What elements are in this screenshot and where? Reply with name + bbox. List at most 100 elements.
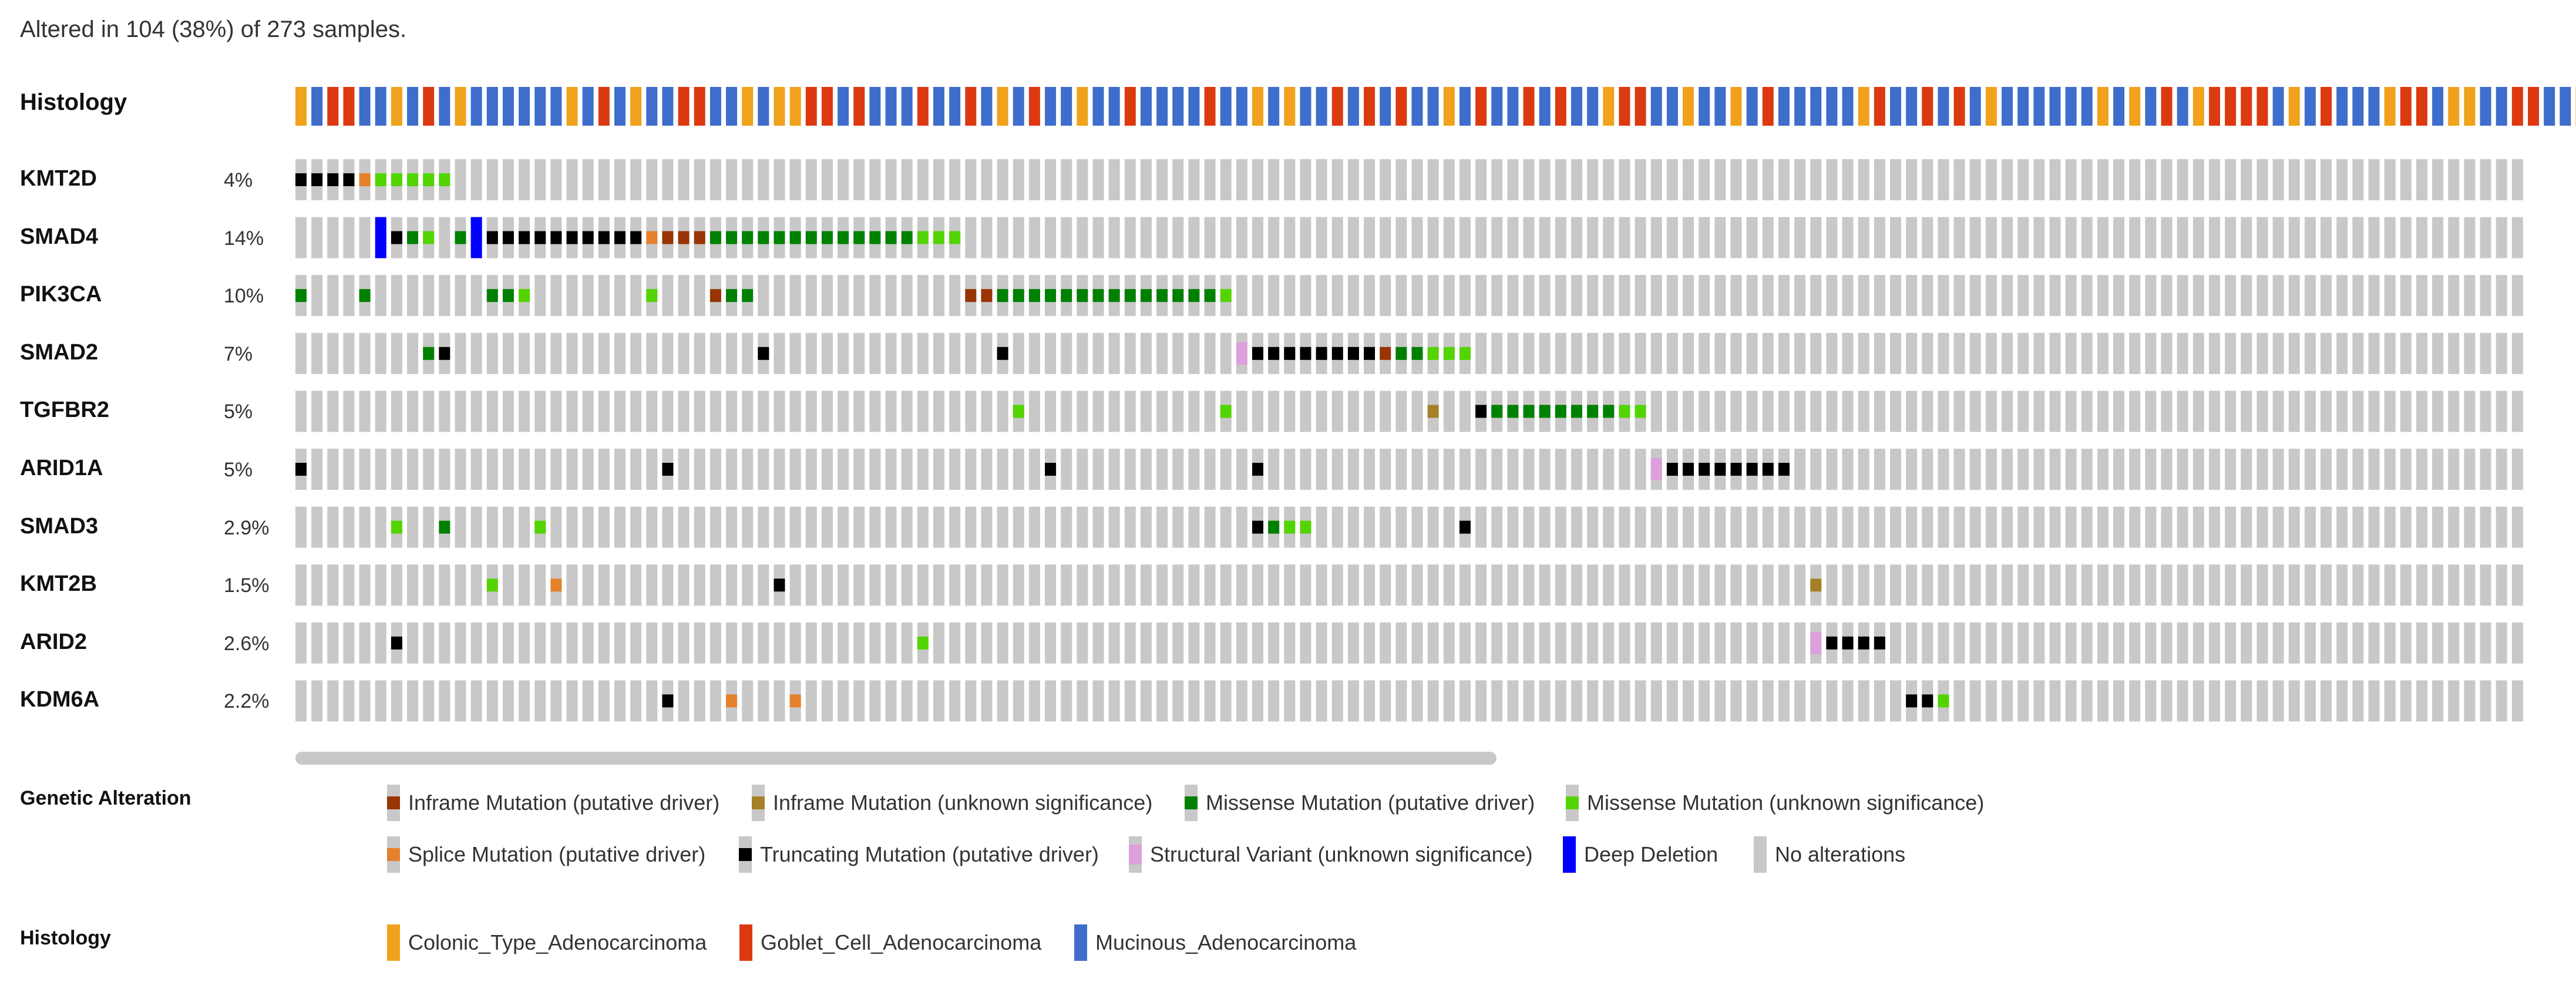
no-alteration-cell — [2480, 506, 2491, 548]
legend-item-label: Inframe Mutation (unknown significance) — [773, 791, 1153, 815]
no-alteration-cell — [838, 564, 849, 606]
no-alteration-cell — [1156, 159, 1168, 200]
no-alteration-cell — [1842, 391, 1854, 432]
no-alteration-cell — [1284, 391, 1296, 432]
no-alteration-cell — [1555, 506, 1566, 548]
no-alteration-cell — [949, 159, 961, 200]
no-alteration-cell — [1077, 622, 1088, 664]
no-alteration-cell — [1746, 622, 1758, 664]
no-alteration-cell — [662, 332, 674, 374]
mutation-cell — [519, 289, 530, 302]
no-alteration-cell — [1156, 217, 1168, 258]
no-alteration-cell — [2336, 622, 2348, 664]
no-alteration-cell — [1411, 449, 1423, 490]
no-alteration-cell — [2113, 680, 2125, 722]
no-alteration-cell — [2033, 680, 2045, 722]
no-alteration-cell — [1268, 564, 1280, 606]
no-alteration-cell — [997, 622, 1008, 664]
no-alteration-cell — [1969, 622, 1981, 664]
no-alteration-cell — [1794, 506, 1806, 548]
no-alteration-cell — [885, 564, 897, 606]
no-alteration-cell — [1810, 449, 1822, 490]
no-alteration-cell — [614, 622, 625, 664]
no-alteration-cell — [486, 449, 498, 490]
no-alteration-cell — [1587, 680, 1599, 722]
histology-cell — [2241, 87, 2252, 126]
no-alteration-cell — [1300, 564, 1311, 606]
no-alteration-cell — [917, 332, 929, 374]
no-alteration-cell — [2129, 391, 2141, 432]
no-alteration-cell — [1842, 275, 1854, 317]
no-alteration-cell — [949, 391, 961, 432]
no-alteration-cell — [502, 449, 514, 490]
mutation-cell — [838, 231, 849, 244]
legend-swatch-icon — [739, 924, 752, 961]
mutation-cell — [1220, 289, 1232, 302]
mutation-cell — [502, 289, 514, 302]
no-alteration-cell — [2192, 564, 2204, 606]
no-alteration-cell — [853, 391, 865, 432]
no-alteration-cell — [1762, 275, 1774, 317]
no-alteration-cell — [1300, 159, 1311, 200]
histology-cell — [709, 87, 721, 126]
no-alteration-cell — [2480, 275, 2491, 317]
no-alteration-cell — [1427, 680, 1439, 722]
no-alteration-cell — [2336, 680, 2348, 722]
no-alteration-cell — [1395, 564, 1407, 606]
histology-cell — [391, 87, 402, 126]
no-alteration-cell — [2081, 564, 2093, 606]
no-alteration-cell — [1507, 449, 1519, 490]
no-alteration-cell — [2049, 391, 2061, 432]
no-alteration-cell — [758, 275, 769, 317]
no-alteration-cell — [1969, 564, 1981, 606]
no-alteration-cell — [2033, 217, 2045, 258]
histology-cell — [550, 87, 562, 126]
no-alteration-cell — [2209, 391, 2220, 432]
no-alteration-cell — [2241, 449, 2252, 490]
no-alteration-cell — [1635, 217, 1646, 258]
no-alteration-cell — [1938, 622, 1949, 664]
no-alteration-cell — [2416, 622, 2427, 664]
histology-cell — [1874, 87, 1885, 126]
no-alteration-cell — [1204, 564, 1216, 606]
no-alteration-cell — [1172, 217, 1184, 258]
no-alteration-cell — [1284, 275, 1296, 317]
no-alteration-cell — [1858, 680, 1869, 722]
no-alteration-cell — [1331, 506, 1343, 548]
no-alteration-cell — [1906, 159, 1918, 200]
no-alteration-cell — [295, 506, 307, 548]
histology-cell — [1523, 87, 1535, 126]
no-alteration-cell — [1316, 275, 1327, 317]
mutation-cell — [1220, 405, 1232, 418]
no-alteration-cell — [1730, 622, 1742, 664]
no-alteration-cell — [439, 217, 450, 258]
no-alteration-cell — [1635, 622, 1646, 664]
no-alteration-cell — [2002, 159, 2013, 200]
histology-cell — [1858, 87, 1869, 126]
no-alteration-cell — [582, 275, 594, 317]
no-alteration-cell — [1571, 564, 1582, 606]
no-alteration-cell — [1794, 622, 1806, 664]
no-alteration-cell — [2049, 275, 2061, 317]
no-alteration-cell — [2065, 564, 2077, 606]
no-alteration-cell — [1890, 332, 1901, 374]
no-alteration-cell — [678, 159, 690, 200]
histology-cell — [933, 87, 944, 126]
mutation-cell — [1268, 347, 1280, 360]
no-alteration-cell — [2065, 506, 2077, 548]
mutation-cell — [1028, 289, 1040, 302]
no-alteration-cell — [2209, 332, 2220, 374]
histology-legend-label: Mucinous_Adenocarcinoma — [1095, 930, 1357, 954]
no-alteration-cell — [949, 680, 961, 722]
no-alteration-cell — [917, 564, 929, 606]
legend-item-deep-deletion: Deep Deletion — [1563, 836, 1718, 873]
no-alteration-cell — [2033, 275, 2045, 317]
no-alteration-cell — [1061, 506, 1072, 548]
no-alteration-cell — [805, 391, 817, 432]
mutation-cell — [423, 231, 435, 244]
no-alteration-cell — [1778, 391, 1790, 432]
no-alteration-cell — [885, 449, 897, 490]
horizontal-scrollbar[interactable] — [295, 752, 1496, 765]
no-alteration-cell — [359, 449, 371, 490]
mutation-cell — [359, 289, 371, 302]
